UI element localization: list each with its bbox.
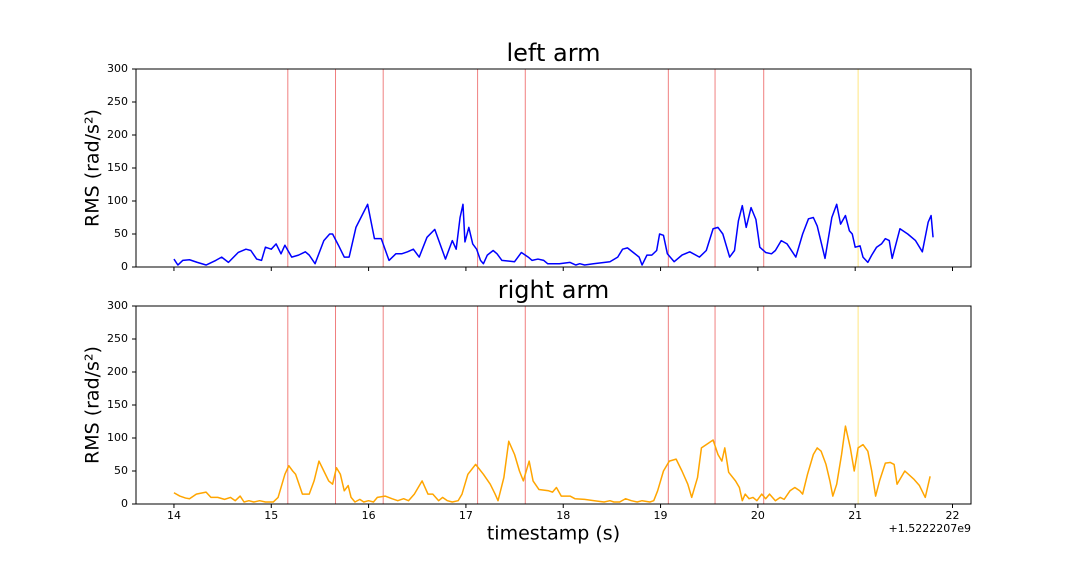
y-tick-label: 200 bbox=[107, 128, 128, 141]
subplot-title: left arm bbox=[506, 39, 600, 67]
x-axis-label: timestamp (s) bbox=[487, 523, 620, 545]
y-tick-label: 250 bbox=[107, 95, 128, 108]
y-tick-label: 50 bbox=[114, 227, 128, 240]
x-tick-label: 17 bbox=[459, 509, 473, 522]
y-tick-label: 300 bbox=[107, 299, 128, 312]
axes-frame bbox=[135, 305, 972, 505]
subplot-title: right arm bbox=[498, 276, 610, 304]
y-axis-label: RMS (rad/s²) bbox=[82, 109, 104, 227]
x-tick-label: 19 bbox=[654, 509, 668, 522]
y-tick-label: 0 bbox=[121, 497, 128, 510]
y-tick-label: 50 bbox=[114, 464, 128, 477]
x-tick-label: 20 bbox=[751, 509, 765, 522]
y-axis-label: RMS (rad/s²) bbox=[82, 346, 104, 464]
y-tick-label: 150 bbox=[107, 161, 128, 174]
y-tick-label: 300 bbox=[107, 62, 128, 75]
x-tick-label: 22 bbox=[946, 509, 960, 522]
y-tick-label: 250 bbox=[107, 332, 128, 345]
data-line bbox=[173, 425, 931, 503]
x-tick-label: 18 bbox=[556, 509, 570, 522]
x-tick-label: 21 bbox=[848, 509, 862, 522]
x-tick-label: 15 bbox=[264, 509, 278, 522]
y-tick-label: 0 bbox=[121, 260, 128, 273]
subplot: left arm RMS (rad/s²) 0 50 100 150 200 250 300 bbox=[82, 39, 972, 273]
y-tick-label: 200 bbox=[107, 365, 128, 378]
x-tick-label: 14 bbox=[167, 509, 181, 522]
x-offset-label: +1.5222207e9 bbox=[889, 522, 971, 535]
y-tick-label: 100 bbox=[107, 431, 128, 444]
axes-frame bbox=[135, 68, 972, 268]
y-tick-label: 150 bbox=[107, 398, 128, 411]
x-tick-label: 16 bbox=[362, 509, 376, 522]
data-line bbox=[173, 203, 934, 266]
y-tick-label: 100 bbox=[107, 194, 128, 207]
subplot: right arm RMS (rad/s²) 0 50 100 150 200 250 300 1… bbox=[82, 276, 972, 545]
